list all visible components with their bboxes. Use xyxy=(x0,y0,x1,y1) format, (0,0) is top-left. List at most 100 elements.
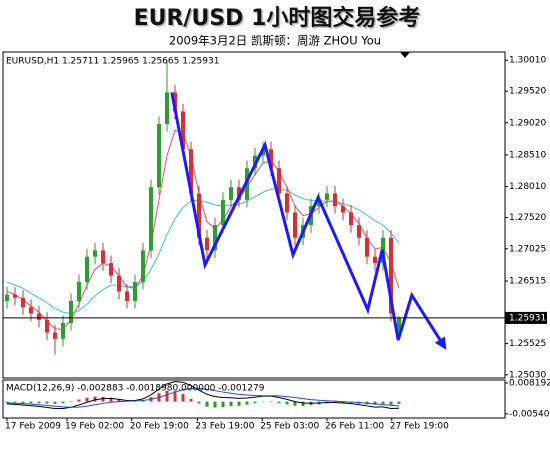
macd-histogram-bar xyxy=(245,401,249,405)
candle-body xyxy=(165,92,169,125)
candle-body xyxy=(205,237,209,251)
macd-histogram-bar xyxy=(69,401,73,403)
macd-histogram-bar xyxy=(29,401,33,404)
x-tick-label: 25 Feb 03:00 xyxy=(260,422,319,432)
chart-title-shadow: EUR/USD 1小时图交易参考 xyxy=(135,7,422,33)
candle-body xyxy=(77,281,81,301)
y-tick-label: 0.008192 xyxy=(509,378,550,388)
macd-histogram-bar xyxy=(21,401,25,403)
macd-line xyxy=(6,387,400,408)
y-tick-label: -0.00540 xyxy=(509,409,550,419)
macd-histogram-bar xyxy=(397,401,401,404)
candle-body xyxy=(133,281,137,301)
chart-subtitle: 2009年3月2日 凯斯顿：周游 ZHOU You xyxy=(169,34,381,48)
candle-body xyxy=(213,225,217,251)
candle-body xyxy=(197,193,201,238)
candle-body xyxy=(85,256,89,282)
candle-body xyxy=(285,193,289,213)
y-tick-label: 1.30010 xyxy=(509,56,546,66)
price-label-box xyxy=(505,311,547,324)
candle-body xyxy=(45,319,49,333)
candle-body xyxy=(69,300,73,324)
x-tick-label: 19 Feb 02:00 xyxy=(65,422,124,432)
candle-body xyxy=(317,199,321,207)
candle-body xyxy=(357,225,361,238)
candle-body xyxy=(101,250,105,264)
candle-body xyxy=(365,237,369,257)
macd-histogram-bar xyxy=(109,397,113,402)
candle-body xyxy=(141,250,145,282)
macd-histogram-bar xyxy=(261,401,265,403)
candle-body xyxy=(37,313,41,320)
plot-layer: 1.30010 1.29520 1.29020 1.28510 1.28010 1.275… xyxy=(3,56,550,432)
macd-histogram-bar xyxy=(389,401,393,405)
candle-body xyxy=(109,263,113,276)
main-panel xyxy=(2,51,506,379)
macd-histogram-bar xyxy=(181,394,185,402)
candle-body xyxy=(277,168,281,194)
macd-histogram-bar xyxy=(205,401,209,407)
x-tick-label: 20 Feb 19:00 xyxy=(130,422,189,432)
y-tick-label: 1.25525 xyxy=(509,339,546,349)
macd-histogram-bar xyxy=(341,401,345,403)
candle-body xyxy=(53,332,57,339)
macd-histogram-bar xyxy=(373,401,377,405)
candle-body xyxy=(333,193,337,207)
candle-body xyxy=(341,206,345,213)
macd-histogram-bar xyxy=(93,396,97,402)
y-tick-label: 1.28510 xyxy=(509,150,546,160)
candle-body xyxy=(149,187,153,251)
macd-histogram-bar xyxy=(45,401,49,404)
macd-histogram-bar xyxy=(197,401,201,404)
macd-histogram-bar xyxy=(13,401,17,403)
y-tick-label: 1.26515 xyxy=(509,277,546,287)
candle-body xyxy=(237,187,241,200)
candle-body xyxy=(93,250,97,257)
candle-body xyxy=(261,149,265,156)
macd-histogram-bar xyxy=(117,399,121,402)
candle-body xyxy=(325,193,329,200)
y-tick-label: 1.29020 xyxy=(509,118,546,128)
macd-histogram-bar xyxy=(189,398,193,402)
candle-body xyxy=(13,294,17,298)
macd-histogram-bar xyxy=(253,401,257,404)
y-tick-label: 1.27025 xyxy=(509,244,546,254)
candle-body xyxy=(349,212,353,226)
candle-body xyxy=(21,297,25,308)
candle-body xyxy=(389,237,393,314)
macd-histogram-bar xyxy=(85,397,89,402)
candle-body xyxy=(29,307,33,314)
macd-histogram-bar xyxy=(37,401,41,404)
candle-body xyxy=(293,212,297,238)
symbol-info: EURUSD,H1 1.25711 1.25965 1.25665 1.2593… xyxy=(6,57,219,67)
macd-histogram-bar xyxy=(173,391,177,402)
macd-histogram-bar xyxy=(221,401,225,408)
candle-body xyxy=(181,111,185,150)
macd-histogram-bar xyxy=(213,401,217,408)
macd-histogram-bar xyxy=(301,401,305,406)
macd-histogram-bar xyxy=(381,401,385,404)
candle-body xyxy=(157,124,161,188)
candle-body xyxy=(61,323,65,339)
candle-body xyxy=(229,187,233,200)
macd-histogram-bar xyxy=(77,399,81,402)
macd-histogram-bar xyxy=(237,401,241,406)
x-tick-label: 26 Feb 11:00 xyxy=(325,422,384,432)
macd-histogram-bar xyxy=(229,401,233,407)
candle-body xyxy=(189,149,193,194)
y-tick-label: 1.25030 xyxy=(509,370,546,380)
macd-histogram-bar xyxy=(61,401,65,404)
macd-info: MACD(12,26,9) -0.002883 -0.0018980.00000… xyxy=(6,384,265,394)
macd-histogram-bar xyxy=(277,401,281,404)
candle-body xyxy=(269,149,273,169)
candle-body xyxy=(5,294,9,301)
shift-marker xyxy=(400,52,410,58)
y-tick-label: 1.28010 xyxy=(509,182,546,192)
x-tick-label: 17 Feb 2009 xyxy=(5,422,61,432)
y-tick-label: 1.27520 xyxy=(509,213,546,223)
macd-histogram-bar xyxy=(293,401,297,406)
y-tick-label: 1.29520 xyxy=(509,87,546,97)
chart-title: EUR/USD 1小时图交易参考 xyxy=(134,5,421,31)
x-tick-label: 27 Feb 19:00 xyxy=(390,422,449,432)
